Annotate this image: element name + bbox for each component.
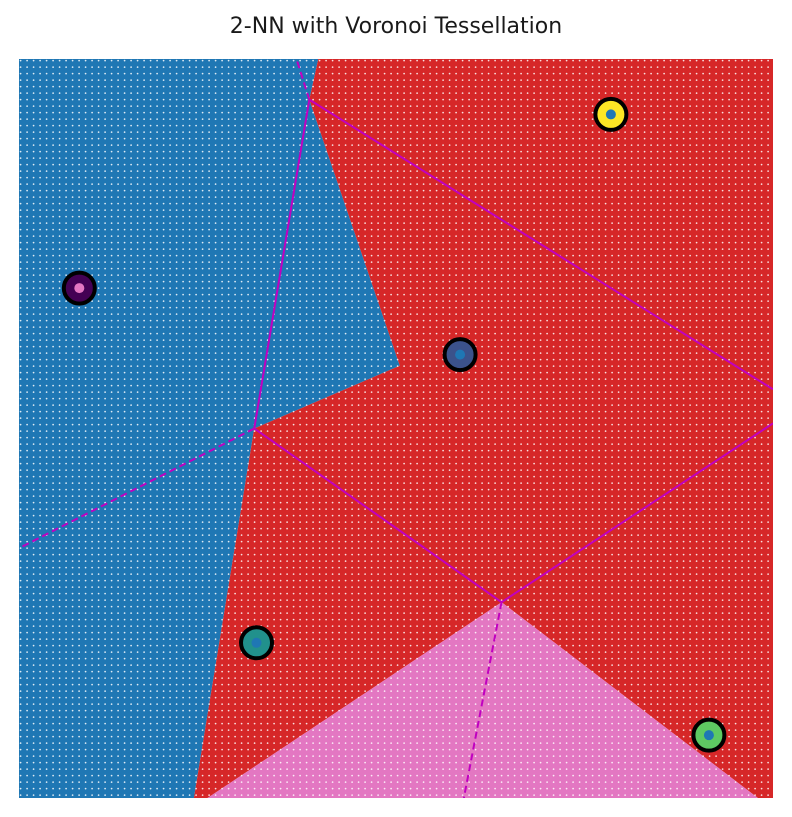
grid-point-marker [455,349,466,360]
voronoi-edges [19,59,773,798]
grid-point-marker [74,283,85,294]
grid-point-marker [703,730,714,741]
voronoi-ridge [308,98,773,391]
training-point [239,625,275,661]
training-point [691,717,727,753]
training-point [442,337,478,373]
training-point [593,96,629,132]
voronoi-ridge-infinite [295,59,311,100]
grid-point-marker [605,109,616,120]
voronoi-ridge [501,422,773,604]
grid-point-marker [251,637,262,648]
voronoi-ridge-infinite [462,601,503,798]
chart-title: 2-NN with Voronoi Tessellation [229,14,563,39]
training-points [61,96,727,753]
voronoi-ridge [253,427,503,603]
training-point [61,270,97,306]
grid-dot-overlay [19,59,773,798]
voronoi-ridge [253,99,311,429]
